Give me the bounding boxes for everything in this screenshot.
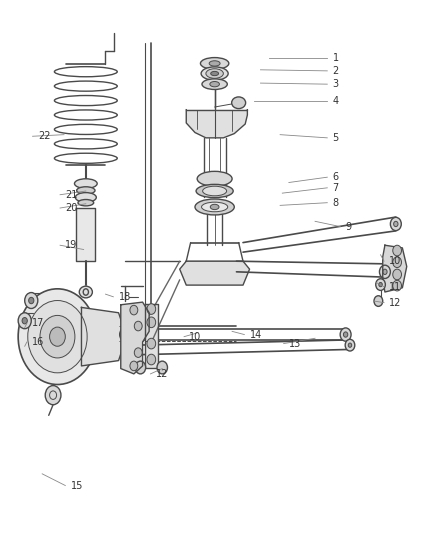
Ellipse shape bbox=[120, 328, 131, 341]
Circle shape bbox=[18, 313, 31, 329]
Circle shape bbox=[28, 301, 87, 373]
Ellipse shape bbox=[201, 202, 228, 212]
Text: 20: 20 bbox=[65, 203, 78, 213]
Ellipse shape bbox=[131, 345, 141, 357]
Circle shape bbox=[25, 293, 38, 309]
Polygon shape bbox=[180, 261, 250, 285]
Circle shape bbox=[147, 354, 155, 365]
Text: 12: 12 bbox=[155, 369, 168, 379]
Ellipse shape bbox=[379, 265, 390, 278]
Circle shape bbox=[130, 361, 138, 370]
Text: 12: 12 bbox=[389, 297, 402, 308]
Circle shape bbox=[40, 316, 75, 358]
Ellipse shape bbox=[197, 171, 232, 186]
Text: 15: 15 bbox=[71, 481, 83, 490]
Circle shape bbox=[157, 361, 167, 374]
Ellipse shape bbox=[201, 58, 229, 69]
Ellipse shape bbox=[79, 286, 92, 298]
Ellipse shape bbox=[196, 184, 233, 198]
Ellipse shape bbox=[379, 282, 382, 287]
Polygon shape bbox=[81, 308, 123, 366]
Ellipse shape bbox=[383, 269, 387, 274]
Text: 18: 18 bbox=[119, 292, 131, 302]
Ellipse shape bbox=[210, 204, 219, 209]
Text: 17: 17 bbox=[32, 318, 45, 328]
Circle shape bbox=[147, 317, 155, 328]
Text: 8: 8 bbox=[332, 198, 339, 208]
Circle shape bbox=[28, 297, 34, 304]
Text: 11: 11 bbox=[389, 282, 402, 292]
Ellipse shape bbox=[123, 332, 127, 337]
Circle shape bbox=[18, 289, 97, 384]
Ellipse shape bbox=[394, 221, 398, 227]
Text: 2: 2 bbox=[332, 66, 339, 76]
Polygon shape bbox=[383, 245, 407, 292]
Ellipse shape bbox=[343, 332, 348, 337]
Circle shape bbox=[393, 269, 402, 280]
Ellipse shape bbox=[209, 61, 220, 66]
Text: 7: 7 bbox=[332, 183, 339, 193]
Circle shape bbox=[135, 361, 146, 374]
Polygon shape bbox=[145, 304, 158, 368]
Circle shape bbox=[393, 257, 402, 268]
Circle shape bbox=[147, 304, 155, 314]
Text: 19: 19 bbox=[65, 240, 78, 250]
Circle shape bbox=[45, 385, 61, 405]
Ellipse shape bbox=[390, 217, 401, 231]
Ellipse shape bbox=[340, 328, 351, 341]
Circle shape bbox=[22, 318, 27, 324]
Ellipse shape bbox=[348, 343, 352, 348]
Ellipse shape bbox=[203, 186, 226, 196]
Circle shape bbox=[130, 305, 138, 315]
Ellipse shape bbox=[74, 179, 97, 188]
Circle shape bbox=[134, 348, 142, 358]
Ellipse shape bbox=[206, 69, 223, 78]
Polygon shape bbox=[76, 208, 95, 261]
Text: 10: 10 bbox=[389, 256, 402, 266]
Text: 6: 6 bbox=[332, 172, 339, 182]
Ellipse shape bbox=[211, 71, 219, 76]
Ellipse shape bbox=[345, 340, 355, 351]
Ellipse shape bbox=[77, 187, 95, 194]
Ellipse shape bbox=[210, 82, 219, 87]
Text: 21: 21 bbox=[65, 190, 78, 200]
Ellipse shape bbox=[195, 199, 234, 215]
Text: 13: 13 bbox=[289, 338, 301, 349]
Ellipse shape bbox=[78, 199, 94, 206]
Ellipse shape bbox=[201, 67, 228, 80]
Ellipse shape bbox=[134, 349, 138, 353]
Text: 3: 3 bbox=[332, 79, 339, 89]
Ellipse shape bbox=[75, 192, 96, 202]
Text: 10: 10 bbox=[189, 332, 201, 342]
Ellipse shape bbox=[374, 296, 383, 306]
Circle shape bbox=[134, 321, 142, 331]
Circle shape bbox=[147, 338, 155, 349]
Text: 22: 22 bbox=[38, 131, 50, 141]
Text: 9: 9 bbox=[346, 222, 352, 232]
Ellipse shape bbox=[376, 279, 385, 290]
Circle shape bbox=[393, 245, 402, 256]
Text: 5: 5 bbox=[332, 133, 339, 143]
Ellipse shape bbox=[232, 97, 246, 109]
Polygon shape bbox=[186, 110, 247, 138]
Circle shape bbox=[49, 327, 65, 346]
Circle shape bbox=[393, 280, 402, 291]
Ellipse shape bbox=[202, 79, 227, 90]
Text: 4: 4 bbox=[332, 95, 339, 106]
Text: 14: 14 bbox=[250, 329, 262, 340]
Polygon shape bbox=[121, 302, 149, 374]
Text: 16: 16 bbox=[32, 337, 44, 347]
Text: 1: 1 bbox=[332, 53, 339, 62]
